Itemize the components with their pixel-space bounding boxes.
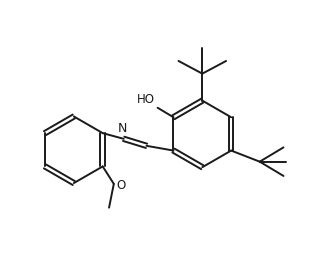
Text: O: O: [116, 179, 126, 192]
Text: HO: HO: [137, 93, 154, 106]
Text: N: N: [117, 122, 127, 135]
